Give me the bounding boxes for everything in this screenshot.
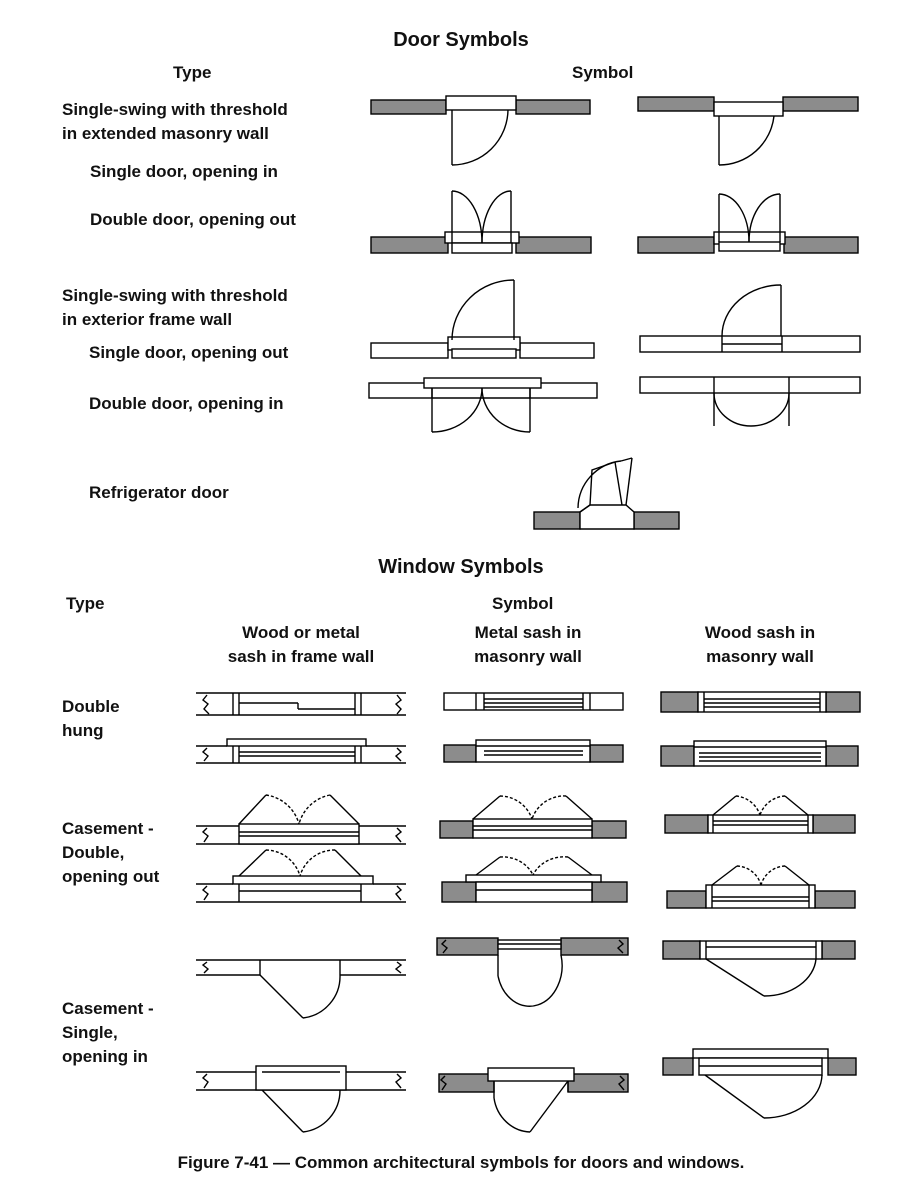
window-casement-single-wood-1 <box>662 940 856 997</box>
door-symbol-masonry-double-out-1 <box>370 190 592 254</box>
window-col-wood-masonry: Wood sash in masonry wall <box>704 623 816 666</box>
window-casement-double-wood-2 <box>666 865 856 909</box>
window-casement-double-wood-1 <box>664 795 856 834</box>
window-casement-double-frame-2 <box>196 849 406 903</box>
window-casement-single-frame-1 <box>196 959 406 1019</box>
door-symbol-header: Symbol <box>572 63 634 82</box>
door-label-single-out: Single door, opening out <box>89 343 289 362</box>
window-casement-double-metal-1 <box>439 795 627 839</box>
window-casement-single-wood-2 <box>662 1048 857 1119</box>
door-label-double-out: Double door, opening out <box>90 210 296 229</box>
door-type-header: Type <box>173 63 212 82</box>
window-col-metal-masonry: Metal sash in masonry wall <box>474 623 582 666</box>
door-symbol-refrigerator <box>533 457 680 530</box>
door-label-single-in: Single door, opening in <box>90 162 278 181</box>
window-type-header: Type <box>66 594 105 613</box>
window-label-casement-single: Casement - Single, opening in <box>62 999 154 1066</box>
door-symbol-frame-double-in-1 <box>368 377 598 433</box>
figure-caption: Figure 7-41 — Common architectural symbo… <box>177 1153 745 1172</box>
window-double-hung-wood-2 <box>660 740 859 767</box>
window-double-hung-metal-1 <box>443 692 624 711</box>
window-casement-double-frame-1 <box>196 794 406 845</box>
door-symbol-frame-single-out-2 <box>639 284 861 353</box>
door-symbol-masonry-double-out-2 <box>637 193 859 254</box>
door-symbol-masonry-single-in-1 <box>370 95 591 166</box>
window-double-hung-wood-1 <box>660 691 861 713</box>
window-casement-single-metal-1 <box>436 937 629 1007</box>
window-symbols-title: Window Symbols <box>378 556 544 578</box>
window-casement-single-metal-2 <box>438 1067 629 1133</box>
door-symbol-frame-double-in-2 <box>639 376 861 427</box>
window-label-casement-double: Casement - Double, opening out <box>62 819 160 886</box>
window-col-frame-wall: Wood or metal sash in frame wall <box>227 623 375 666</box>
window-casement-single-frame-2 <box>196 1065 406 1133</box>
door-label-double-in: Double door, opening in <box>89 394 284 413</box>
window-label-double-hung: Double hung <box>62 697 120 740</box>
door-symbol-masonry-single-in-2 <box>637 96 859 166</box>
door-symbol-frame-single-out-1 <box>370 279 595 359</box>
window-casement-double-metal-2 <box>441 856 628 903</box>
door-label-extended-masonry: Single-swing with threshold in extended … <box>62 100 288 143</box>
door-label-refrigerator: Refrigerator door <box>89 483 229 502</box>
window-double-hung-metal-2 <box>443 739 624 763</box>
window-symbol-header: Symbol <box>492 594 554 613</box>
door-label-exterior-frame: Single-swing with threshold in exterior … <box>62 286 288 329</box>
window-double-hung-frame-1 <box>196 692 406 716</box>
door-symbols-title: Door Symbols <box>393 29 529 51</box>
window-double-hung-frame-2 <box>196 738 406 764</box>
